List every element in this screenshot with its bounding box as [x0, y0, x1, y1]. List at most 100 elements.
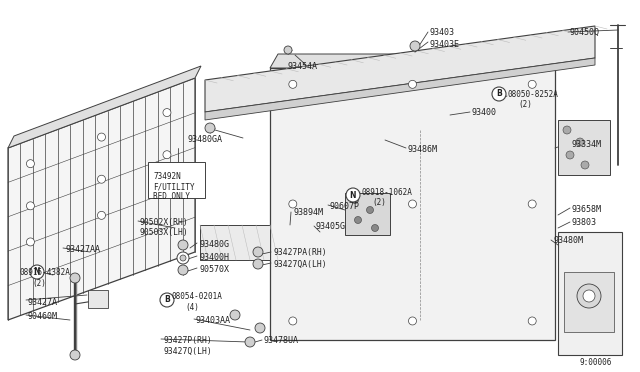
Circle shape	[70, 273, 80, 283]
Circle shape	[576, 138, 584, 146]
Bar	[564, 272, 614, 332]
Text: 90450Q: 90450Q	[570, 28, 600, 37]
Text: (2): (2)	[32, 279, 46, 288]
Circle shape	[583, 290, 595, 302]
Text: 93480G: 93480G	[199, 240, 229, 249]
Text: 93803: 93803	[572, 218, 597, 227]
Circle shape	[96, 296, 104, 304]
Circle shape	[563, 126, 571, 134]
Polygon shape	[205, 58, 595, 120]
Circle shape	[245, 337, 255, 347]
Circle shape	[528, 80, 536, 88]
Text: 73492N: 73492N	[153, 172, 180, 181]
Circle shape	[408, 200, 417, 208]
Circle shape	[289, 80, 297, 88]
Circle shape	[408, 80, 417, 88]
Circle shape	[180, 255, 186, 261]
Polygon shape	[148, 162, 205, 198]
Text: 93427PA(RH): 93427PA(RH)	[273, 248, 326, 257]
Text: N: N	[34, 267, 40, 276]
Polygon shape	[205, 26, 595, 112]
Circle shape	[284, 46, 292, 54]
Circle shape	[160, 293, 174, 307]
Polygon shape	[8, 78, 195, 320]
Circle shape	[371, 224, 378, 231]
Circle shape	[528, 317, 536, 325]
Text: 93403AA: 93403AA	[196, 316, 231, 325]
Circle shape	[289, 317, 297, 325]
Text: 08918-1062A: 08918-1062A	[362, 188, 413, 197]
Text: 90607P: 90607P	[330, 202, 360, 211]
Circle shape	[492, 87, 506, 101]
Circle shape	[97, 175, 106, 183]
Text: BED ONLY: BED ONLY	[153, 192, 190, 201]
Text: 08054-0201A: 08054-0201A	[172, 292, 223, 301]
Text: 93480GA: 93480GA	[187, 135, 222, 144]
Circle shape	[230, 310, 240, 320]
Circle shape	[408, 317, 417, 325]
Polygon shape	[88, 290, 108, 308]
Text: B: B	[164, 295, 170, 305]
Text: 93480M: 93480M	[553, 236, 583, 245]
Text: F/UTILITY: F/UTILITY	[153, 182, 195, 191]
Circle shape	[581, 161, 589, 169]
Text: 93400: 93400	[472, 108, 497, 117]
Text: 9:00006: 9:00006	[580, 358, 612, 367]
Circle shape	[355, 217, 362, 224]
Text: 93894M: 93894M	[293, 208, 323, 217]
Text: 93403E: 93403E	[430, 40, 460, 49]
Circle shape	[163, 151, 171, 159]
Text: 90503X(LH): 90503X(LH)	[140, 228, 189, 237]
Text: 93403: 93403	[430, 28, 455, 37]
Circle shape	[177, 252, 189, 264]
Circle shape	[289, 200, 297, 208]
Text: (2): (2)	[372, 198, 386, 207]
Text: 90502X(RH): 90502X(RH)	[140, 218, 189, 227]
Text: 93427Q(LH): 93427Q(LH)	[163, 347, 212, 356]
Text: 93334M: 93334M	[572, 140, 602, 149]
Text: 93427QA(LH): 93427QA(LH)	[273, 260, 326, 269]
Text: 93400H: 93400H	[199, 253, 229, 262]
Text: 90460M: 90460M	[28, 312, 58, 321]
Circle shape	[410, 41, 420, 51]
Text: (4): (4)	[185, 303, 199, 312]
Text: N: N	[349, 190, 356, 199]
Polygon shape	[345, 193, 390, 235]
Polygon shape	[558, 232, 622, 355]
Polygon shape	[8, 66, 201, 148]
Circle shape	[30, 265, 44, 279]
Circle shape	[253, 259, 263, 269]
Text: 90570X: 90570X	[199, 265, 229, 274]
Circle shape	[528, 200, 536, 208]
Text: 08915-4382A: 08915-4382A	[20, 268, 71, 277]
Circle shape	[70, 350, 80, 360]
Circle shape	[367, 206, 374, 214]
Polygon shape	[558, 120, 610, 175]
Text: 93658M: 93658M	[572, 205, 602, 214]
Text: 93486M: 93486M	[408, 145, 438, 154]
Circle shape	[253, 247, 263, 257]
Circle shape	[577, 284, 601, 308]
Text: 93427A: 93427A	[28, 298, 58, 307]
Circle shape	[26, 160, 35, 168]
Text: 93478UA: 93478UA	[264, 336, 299, 345]
Circle shape	[26, 202, 35, 210]
Circle shape	[351, 196, 358, 203]
Circle shape	[97, 133, 106, 141]
Circle shape	[97, 211, 106, 219]
Text: 93427P(RH): 93427P(RH)	[163, 336, 212, 345]
Polygon shape	[200, 225, 270, 260]
Circle shape	[205, 123, 215, 133]
Polygon shape	[270, 68, 555, 340]
Circle shape	[346, 188, 360, 202]
Text: (2): (2)	[518, 100, 532, 109]
Circle shape	[566, 151, 574, 159]
Text: B: B	[496, 90, 502, 99]
Text: 93427AA: 93427AA	[65, 245, 100, 254]
Text: 93405G: 93405G	[316, 222, 346, 231]
Text: 08050-8252A: 08050-8252A	[508, 90, 559, 99]
Circle shape	[255, 323, 265, 333]
Circle shape	[178, 265, 188, 275]
Circle shape	[163, 109, 171, 116]
Polygon shape	[270, 54, 563, 68]
